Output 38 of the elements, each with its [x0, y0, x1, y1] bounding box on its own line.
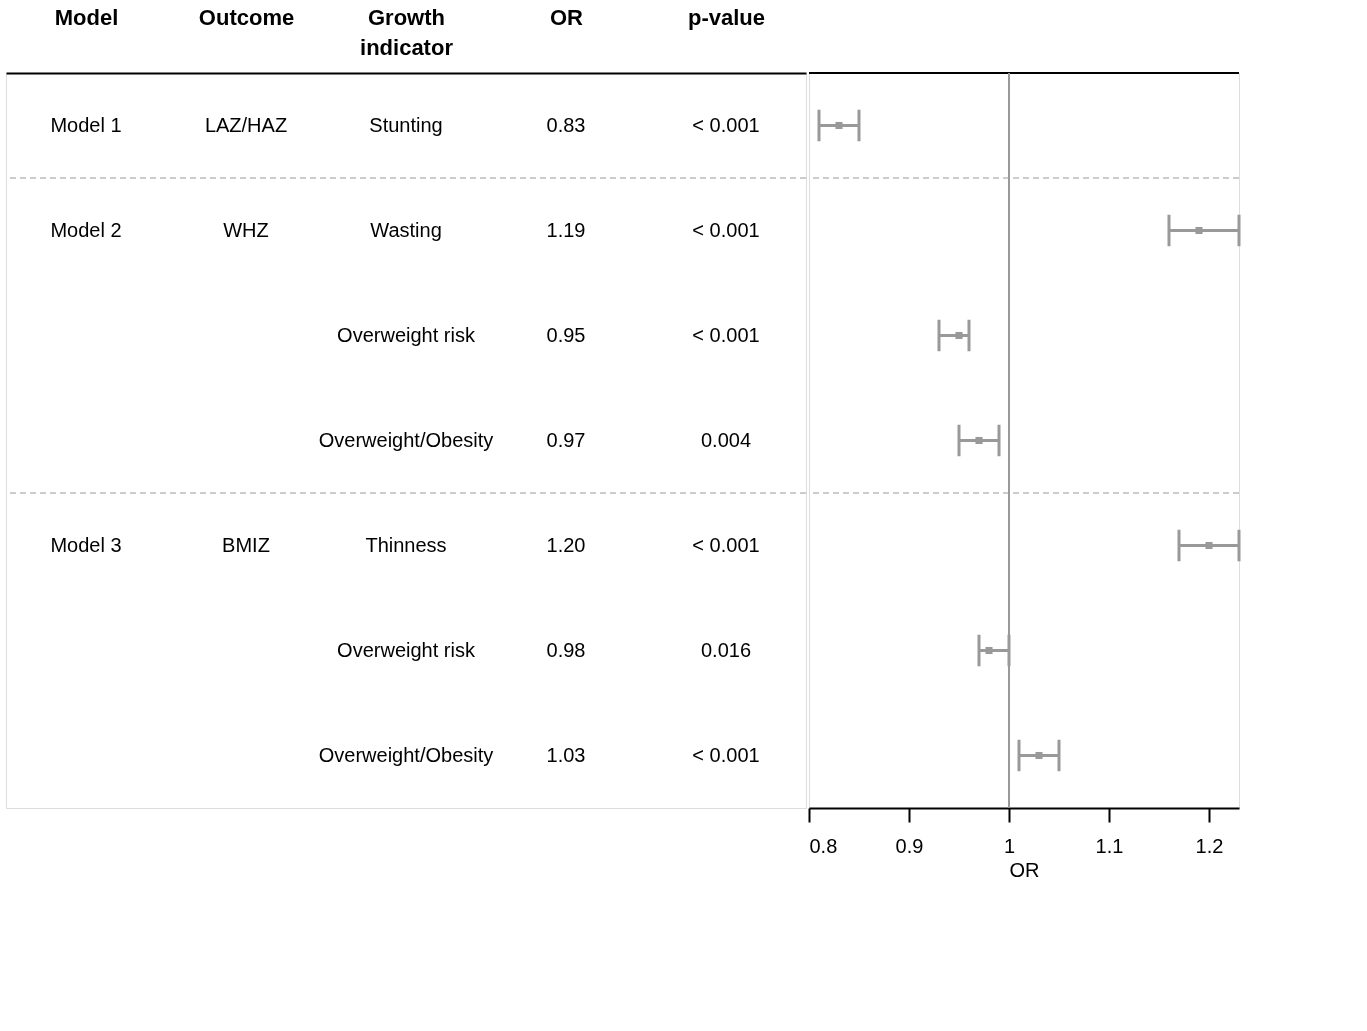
text: 0.95 [546, 323, 586, 346]
category-label: Model [54, 4, 119, 30]
text: 1.19 [546, 218, 586, 241]
text: Model 2 [50, 218, 122, 241]
text: Model 3 [50, 533, 122, 556]
text: Model 1 [50, 113, 122, 136]
text: 0.97 [546, 428, 586, 451]
text: Stunting [369, 113, 443, 136]
text: Overweight/Obesity [318, 743, 494, 766]
text: Wasting [370, 218, 442, 241]
text: 1.03 [546, 743, 586, 766]
x-tick-label: 0.9 [895, 834, 924, 857]
text: LAZ/HAZ [204, 113, 288, 136]
text: < 0.001 [692, 323, 760, 346]
x-tick-label: 1.2 [1195, 834, 1224, 857]
text: < 0.001 [692, 218, 760, 241]
x-axis-title: OR [1009, 858, 1040, 881]
x-tick-label: 1.1 [1095, 834, 1124, 857]
text: Overweight risk [337, 638, 475, 661]
text: 0.016 [700, 638, 752, 661]
text: 0.83 [546, 113, 586, 136]
text: WHZ [223, 218, 269, 241]
text: Overweight risk [337, 323, 475, 346]
text: < 0.001 [692, 533, 760, 556]
text: 0.004 [700, 428, 752, 451]
text: BMIZ [222, 533, 270, 556]
text: < 0.001 [692, 743, 760, 766]
text: 0.98 [546, 638, 586, 661]
text: 1.20 [546, 533, 586, 556]
category-label: p-value [687, 4, 766, 30]
x-tick-label: 0.8 [809, 834, 838, 857]
x-tick-label: 1 [1003, 834, 1016, 857]
text: Thinness [365, 533, 447, 556]
category-label: Growth indicator [360, 4, 454, 60]
text: < 0.001 [692, 113, 760, 136]
text: Overweight/Obesity [318, 428, 494, 451]
category-label: OR [550, 4, 584, 30]
category-label: Outcome [198, 4, 295, 30]
